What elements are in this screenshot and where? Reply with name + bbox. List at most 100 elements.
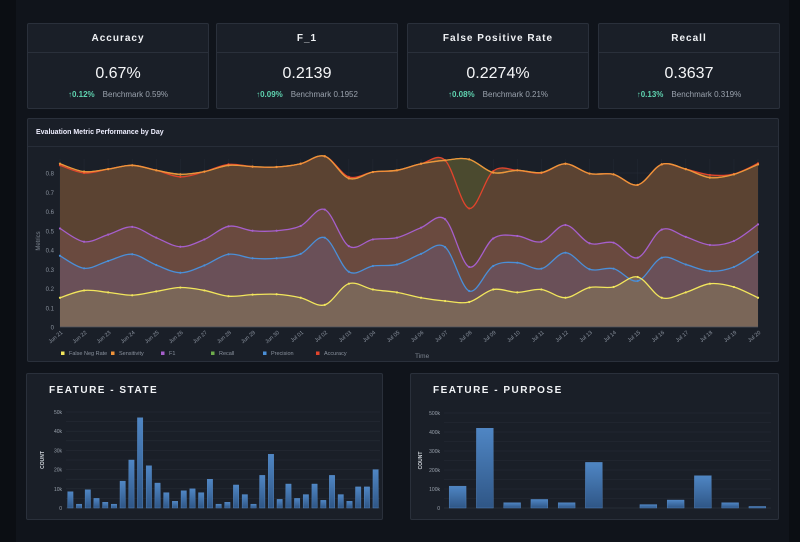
point-sensitivity xyxy=(468,158,471,161)
bar xyxy=(337,494,344,509)
bar xyxy=(259,475,266,509)
point-false-neg-rate xyxy=(58,296,62,299)
feature-state-chart: 0 10k 20k 30k 40k 50k COUNT xyxy=(40,410,380,512)
point-f1 xyxy=(419,226,423,229)
bar xyxy=(111,503,117,509)
y-tick-label: 400k xyxy=(429,430,440,436)
bar xyxy=(250,503,257,509)
feature-state-panel: FEATURE - STATE 0 10k 20k 30k 40k 50k COUNT xyxy=(26,373,383,520)
point-precision xyxy=(251,257,254,260)
kpi-delta: ↑0.08% xyxy=(447,90,475,99)
point-sensitivity xyxy=(299,162,302,165)
bar xyxy=(721,502,739,509)
point-false-neg-rate xyxy=(371,288,374,291)
bar xyxy=(530,499,549,509)
legend-label: Precision xyxy=(271,351,294,357)
legend-swatch xyxy=(161,351,165,355)
bar xyxy=(76,503,82,509)
y-tick-label: 0 xyxy=(59,506,62,512)
point-precision xyxy=(444,246,447,249)
line-precision xyxy=(59,236,759,292)
bar xyxy=(694,475,712,509)
bar xyxy=(639,504,658,509)
point-false-neg-rate xyxy=(107,291,110,294)
feature-purpose-chart: 0 100k 200k 300k 400k 500k COUNT xyxy=(418,411,771,512)
y-tick-label: 200k xyxy=(429,468,440,474)
bar xyxy=(207,478,213,509)
point-sensitivity xyxy=(371,170,374,174)
point-sensitivity xyxy=(179,173,182,176)
area-false-neg-rate xyxy=(60,276,758,327)
point-accuracy xyxy=(468,207,471,210)
y-tick-label: 0.4 xyxy=(46,249,55,255)
point-f1 xyxy=(756,223,760,226)
point-f1 xyxy=(155,236,158,239)
bar xyxy=(102,502,109,509)
point-sensitivity xyxy=(612,173,615,176)
point-false-neg-rate xyxy=(275,293,278,296)
x-tick-label: Jun 23 xyxy=(96,330,113,345)
point-false-neg-rate xyxy=(564,296,567,299)
point-false-neg-rate xyxy=(179,286,182,289)
bar xyxy=(189,488,196,509)
kpi-benchmark: Benchmark 0.59% xyxy=(102,90,169,99)
point-f1 xyxy=(251,229,254,232)
point-precision xyxy=(564,251,567,254)
x-tick-label: Jul 03 xyxy=(338,330,353,344)
y-axis-label: COUNT xyxy=(40,451,46,469)
point-false-neg-rate xyxy=(756,296,760,299)
bar xyxy=(585,462,603,509)
kpi-title: False Positive Rate xyxy=(408,24,588,53)
point-sensitivity xyxy=(323,155,326,158)
point-precision xyxy=(492,264,495,268)
metric-line-chart: 0 0.1 0.2 0.3 0.4 0.5 0.6 0.7 0.8 Jun 21 Jun 22 Jun… xyxy=(36,155,762,360)
point-precision xyxy=(58,254,62,257)
x-tick-label: Jul 18 xyxy=(699,330,714,344)
kpi-title: Accuracy xyxy=(28,24,208,53)
point-sensitivity xyxy=(275,165,278,169)
point-false-neg-rate xyxy=(492,288,495,291)
kpi-benchmark: Benchmark 0.319% xyxy=(671,90,742,99)
point-precision xyxy=(371,264,374,268)
feature-purpose-panel: FEATURE - PURPOSE 0 100k 200k 300k 400k 500k C… xyxy=(410,373,779,520)
bar xyxy=(311,483,318,509)
point-precision xyxy=(299,252,302,255)
y-tick-label: 10k xyxy=(54,487,63,493)
bar xyxy=(476,428,494,509)
x-tick-label: Jul 19 xyxy=(723,330,738,344)
kpi-card: False Positive Rate 0.2274% ↑0.08% Benchm… xyxy=(407,23,589,109)
kpi-benchmark: Benchmark 0.1952 xyxy=(290,90,358,99)
bar xyxy=(198,492,205,509)
x-tick-label: Jul 01 xyxy=(290,330,305,344)
point-sensitivity xyxy=(82,170,86,173)
point-sensitivity xyxy=(227,164,230,167)
point-f1 xyxy=(660,228,663,231)
point-f1 xyxy=(371,238,374,241)
point-false-neg-rate xyxy=(155,290,158,293)
bar xyxy=(180,490,187,509)
point-f1 xyxy=(708,243,711,247)
point-false-neg-rate xyxy=(203,289,206,292)
point-f1 xyxy=(107,233,110,236)
feature-purpose-title: FEATURE - PURPOSE xyxy=(433,385,563,396)
point-accuracy xyxy=(58,164,62,167)
bar xyxy=(163,492,170,509)
x-tick-label: Jul 17 xyxy=(675,330,690,344)
bar xyxy=(224,502,231,509)
point-f1 xyxy=(492,237,495,240)
point-sensitivity xyxy=(684,168,687,171)
x-tick-label: Jul 04 xyxy=(362,330,377,344)
kpi-delta: ↑0.12% xyxy=(67,90,95,99)
y-axis-label: Metrics xyxy=(36,231,42,250)
point-sensitivity xyxy=(708,176,711,179)
point-f1 xyxy=(131,225,134,228)
point-f1 xyxy=(684,235,687,239)
point-precision xyxy=(756,250,760,254)
point-precision xyxy=(684,263,687,266)
point-accuracy xyxy=(179,175,182,178)
point-precision xyxy=(107,259,110,263)
bar xyxy=(137,417,144,509)
bar xyxy=(93,498,100,509)
point-f1 xyxy=(299,224,302,228)
bar xyxy=(503,502,521,509)
